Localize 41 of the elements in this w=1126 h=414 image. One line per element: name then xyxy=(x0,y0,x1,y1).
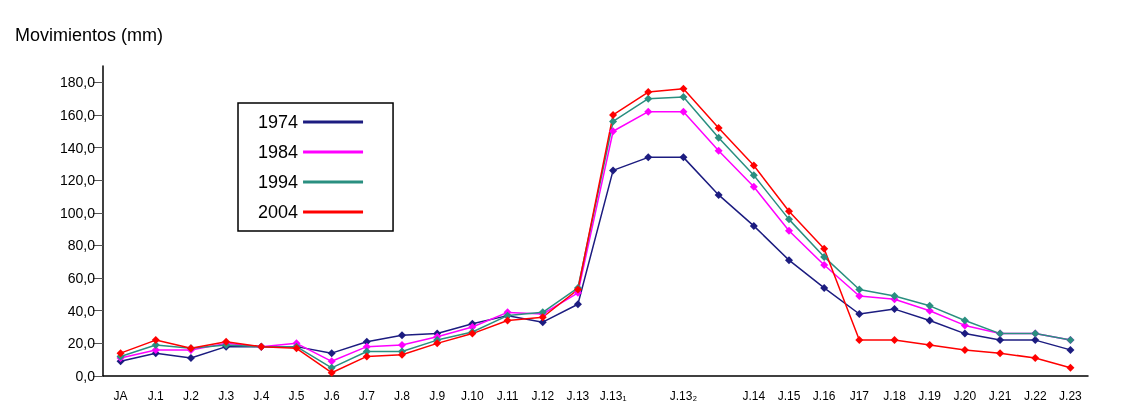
y-tick-label: 0,0 xyxy=(75,368,96,384)
x-tick-label: J17 xyxy=(849,389,870,403)
x-tick-label: J.12 xyxy=(531,389,555,403)
x-tick-label: J.5 xyxy=(288,389,305,403)
y-tick-label: 140,0 xyxy=(59,139,96,156)
y-tick-label: 20,0 xyxy=(67,335,96,352)
x-tick-label: J.6 xyxy=(323,389,340,403)
y-tick-label: 160,0 xyxy=(59,106,96,123)
x-tick-label: J.15 xyxy=(777,389,801,403)
x-tick-label: J.1 xyxy=(147,389,165,403)
x-tick-label: J.13 xyxy=(566,389,590,403)
x-tick-label: J.9 xyxy=(429,389,446,403)
y-tick-label: 80,0 xyxy=(67,237,96,254)
x-tick-label: J.10 xyxy=(461,389,485,403)
x-tick-label: J.13₁ xyxy=(599,389,627,403)
y-tick-label: 60,0 xyxy=(67,270,96,287)
x-tick-label: J.21 xyxy=(988,389,1012,403)
x-tick-label: J.7 xyxy=(358,389,376,403)
x-tick-label: J.11 xyxy=(496,389,519,403)
x-tick-label: J.14 xyxy=(742,389,766,403)
y-axis-title: Movimientos (mm) xyxy=(15,25,164,45)
y-tick-label: 180,0 xyxy=(59,74,96,91)
x-tick-label: J.3 xyxy=(218,389,235,403)
legend-label: 1974 xyxy=(258,112,299,132)
x-tick-label: J.20 xyxy=(953,389,977,403)
x-tick-label: J.8 xyxy=(394,389,411,403)
x-tick-label: J.4 xyxy=(253,389,270,403)
x-tick-label: J.22 xyxy=(1023,389,1047,403)
x-tick-label: J.19 xyxy=(918,389,942,403)
legend-label: 1994 xyxy=(258,172,299,192)
legend-label: 1984 xyxy=(258,142,299,162)
x-tick-label: J.2 xyxy=(182,389,200,403)
y-tick-label: 120,0 xyxy=(59,172,96,189)
x-tick-label: J.23 xyxy=(1059,389,1083,403)
x-tick-label: J.16 xyxy=(812,389,836,403)
legend-label: 2004 xyxy=(258,202,299,222)
y-tick-label: 100,0 xyxy=(59,204,96,221)
x-tick-label: J.13₂ xyxy=(669,389,698,403)
x-tick-label: J.18 xyxy=(883,389,907,403)
x-tick-label: JA xyxy=(113,389,128,403)
y-tick-label: 40,0 xyxy=(67,302,96,319)
